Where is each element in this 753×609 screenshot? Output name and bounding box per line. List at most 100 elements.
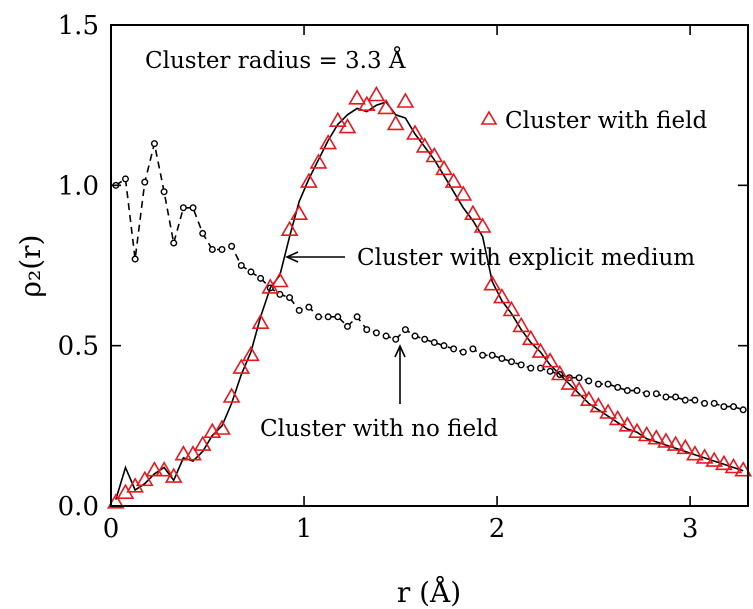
data-point [724,457,743,474]
data-point [174,445,193,461]
data-point [242,345,260,362]
legend-triangle-marker [480,110,498,125]
data-point [357,95,376,111]
data-point [479,351,487,359]
data-point [334,313,342,321]
series-layer [106,85,753,509]
data-point [575,374,583,382]
data-point [662,393,670,401]
data-point [135,470,154,487]
data-point [715,454,733,471]
data-point [396,92,415,108]
y-axis-title: ρ₂(r) [14,235,47,298]
data-point [730,403,738,411]
data-point [633,387,641,395]
data-point [286,294,294,302]
data-point [705,451,724,467]
data-point [338,117,357,134]
no-field-arrowhead [394,344,406,358]
ticks-layer: 0 1 2 3 0.0 0.5 1.0 1.5 [58,11,748,544]
data-point [324,313,332,321]
data-point [550,364,569,381]
data-point [145,461,164,477]
data-point [309,153,328,169]
data-point [319,133,338,150]
explicit-medium-arrowhead [285,251,299,263]
legend: Cluster with field [480,108,707,134]
legend-label-cluster-with-field: Cluster with field [505,108,707,134]
data-point [464,204,482,220]
data-point [328,111,347,127]
x-tick-label: 3 [682,514,699,544]
y-tick-label: 1.0 [58,171,99,201]
data-point [676,438,695,455]
x-tick-label: 1 [296,514,313,544]
y-tick-label: 0.0 [58,492,99,522]
data-point [734,461,753,477]
data-point [343,322,351,330]
data-point [305,303,313,311]
data-point [363,326,371,334]
data-point [541,352,559,368]
data-point [372,329,380,337]
data-point [251,313,270,330]
data-point [623,387,631,395]
data-point [594,380,602,388]
data-point [430,338,438,346]
data-point [150,140,158,148]
data-point [628,422,646,439]
no-field-label: Cluster with no field [260,416,498,442]
data-point [739,406,747,414]
data-point [643,390,651,398]
data-point [488,351,496,359]
data-point [710,399,718,407]
data-point [546,367,554,375]
data-point [386,114,405,131]
data-point [199,229,207,237]
data-point [367,85,386,102]
data-point [232,358,251,374]
data-point [681,396,689,404]
data-point [647,429,666,445]
data-point [666,435,685,451]
data-point [652,390,660,398]
data-point [686,445,704,461]
data-point [295,306,303,314]
data-point [155,461,173,477]
data-point [459,348,467,356]
data-point [672,393,680,401]
data-point [502,300,521,317]
data-point [695,448,714,464]
data-point [657,432,675,448]
data-point [421,335,429,343]
series-cluster-with-no-field [112,140,747,414]
data-point [257,274,265,282]
data-point [560,374,579,390]
data-point [531,342,550,358]
data-point [179,204,187,212]
data-point [247,268,255,276]
data-point [415,137,434,153]
data-point [184,445,202,461]
data-point [469,345,477,353]
data-point [425,146,444,163]
data-point [508,358,516,366]
data-point [512,316,531,333]
data-point [483,275,502,291]
annotation-explicit-medium: Cluster with explicit medium [285,245,695,271]
series-line-cluster-with-explicit-medium [115,101,744,500]
data-point [392,335,400,343]
data-point [527,364,535,372]
y-tick-label: 0.5 [58,332,99,362]
data-point [290,204,309,220]
data-point [444,172,463,188]
data-point [189,204,197,212]
plot-frame [110,24,749,507]
series-cluster-with-field [106,85,753,509]
data-point [300,172,318,188]
data-point [228,242,236,250]
data-point [517,361,525,369]
data-point [213,419,231,435]
x-tick-label: 0 [103,514,120,544]
